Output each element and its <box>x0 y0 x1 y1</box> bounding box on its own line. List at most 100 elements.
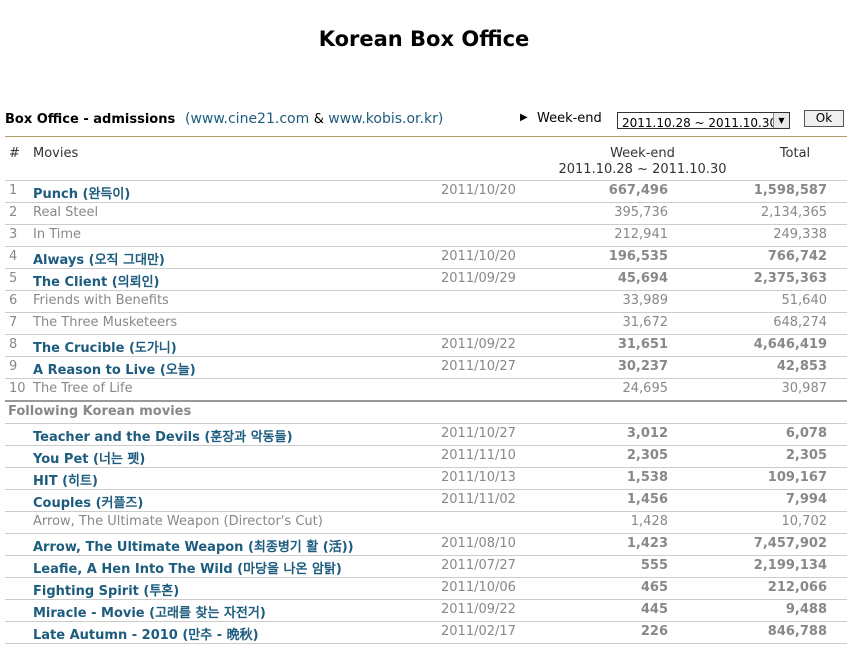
weekend-admissions: 226 <box>640 624 668 639</box>
table-row: Fighting Spirit (투혼) 2011/10/06 465 212,066 <box>5 577 847 600</box>
kobis-link[interactable]: www.kobis.or.kr <box>328 111 438 127</box>
movie-title[interactable]: Arrow, The Ultimate Weapon (최종병기 활 (活)) <box>33 540 354 555</box>
total-admissions: 7,457,902 <box>753 536 827 551</box>
movie-title[interactable]: A Reason to Live (오늘) <box>33 363 196 378</box>
total-admissions: 2,375,363 <box>753 271 827 286</box>
col-weekend: Week-end <box>610 146 675 161</box>
release-date: 2011/10/06 <box>441 580 516 595</box>
total-admissions: 51,640 <box>781 293 828 308</box>
weekend-admissions: 24,695 <box>622 381 669 396</box>
table-row: Couples (커플즈) 2011/11/02 1,456 7,994 <box>5 489 847 512</box>
movie-title[interactable]: Couples (커플즈) <box>33 496 144 511</box>
total-admissions: 7,994 <box>785 492 827 507</box>
weekend-admissions: 445 <box>640 602 668 617</box>
table-row: HIT (히트) 2011/10/13 1,538 109,167 <box>5 467 847 490</box>
release-date: 2011/11/10 <box>441 448 516 463</box>
ok-button[interactable]: Ok <box>804 110 844 127</box>
weekend-admissions: 2,305 <box>626 448 668 463</box>
table-header: # Movies Week-end 2011.10.28 ~ 2011.10.3… <box>0 145 862 181</box>
table-row: Miracle - Movie (고래를 찾는 자전거) 2011/09/22 44… <box>5 599 847 622</box>
following-header: Following Korean movies <box>5 401 847 424</box>
page-title: Korean Box Office <box>318 27 530 51</box>
total-admissions: 4,646,419 <box>753 337 827 352</box>
movie-title[interactable]: You Pet (너는 펫) <box>33 452 146 467</box>
movie-title[interactable]: HIT (히트) <box>33 474 98 489</box>
source-links: (www.cine21.com & www.kobis.or.kr) <box>185 111 443 127</box>
total-admissions: 109,167 <box>767 470 827 485</box>
table-row: 6 Friends with Benefits 33,989 51,640 <box>5 290 847 313</box>
weekend-admissions: 3,012 <box>626 426 668 441</box>
col-num: # <box>9 146 20 161</box>
movie-title[interactable]: Punch (완득이) <box>33 187 131 202</box>
weekend-admissions: 31,672 <box>622 315 669 330</box>
movie-title[interactable]: Teacher and the Devils (훈장과 악동들) <box>33 430 293 445</box>
release-date: 2011/10/27 <box>441 426 516 441</box>
weekend-admissions: 395,736 <box>614 205 668 220</box>
table-row: 9 A Reason to Live (오늘) 2011/10/27 30,237 42… <box>5 356 847 379</box>
table-row: Leafie, A Hen Into The Wild (마당을 나온 암탉) 2… <box>5 555 847 578</box>
total-admissions: 249,338 <box>773 227 827 242</box>
table-row: Teacher and the Devils (훈장과 악동들) 2011/10/… <box>5 423 847 446</box>
movie-title[interactable]: Always (오직 그대만) <box>33 253 165 268</box>
total-admissions: 10,702 <box>781 514 828 529</box>
table-row: 10 The Tree of Life 24,695 30,987 <box>5 378 847 401</box>
release-date: 2011/10/20 <box>441 183 516 198</box>
table-row: Arrow, The Ultimate Weapon (Director's C… <box>5 511 847 534</box>
table-row: Arrow, The Ultimate Weapon (최종병기 활 (活)) 2… <box>5 533 847 556</box>
total-admissions: 9,488 <box>785 602 827 617</box>
movie-title[interactable]: Fighting Spirit (투혼) <box>33 584 180 599</box>
triangle-right-icon: ▶ <box>520 112 528 123</box>
movie-title[interactable]: Leafie, A Hen Into The Wild (마당을 나온 암탉) <box>33 562 342 577</box>
release-date: 2011/09/22 <box>441 337 516 352</box>
paren-open: ( <box>185 111 191 127</box>
movie-title[interactable]: The Crucible (도가니) <box>33 341 177 356</box>
release-date: 2011/10/27 <box>441 359 516 374</box>
total-admissions: 6,078 <box>785 426 827 441</box>
table-row: You Pet (너는 펫) 2011/11/10 2,305 2,305 <box>5 445 847 468</box>
weekend-admissions: 196,535 <box>608 249 668 264</box>
movie-title: Real Steel <box>33 205 99 220</box>
movie-title: Arrow, The Ultimate Weapon (Director's C… <box>33 514 323 529</box>
rank-cell: 4 <box>9 249 18 264</box>
total-admissions: 42,853 <box>776 359 827 374</box>
release-date: 2011/10/13 <box>441 470 516 485</box>
rank-cell: 8 <box>9 337 18 352</box>
total-admissions: 212,066 <box>767 580 827 595</box>
table-row: 1 Punch (완득이) 2011/10/20 667,496 1,598,587 <box>5 180 847 203</box>
movie-title: The Three Musketeers <box>33 315 178 330</box>
rank-cell: 9 <box>9 359 18 374</box>
rank-cell: 10 <box>9 381 26 396</box>
period-select[interactable]: 2011.10.28 ~ 2011.10.30 ▼ <box>617 112 790 129</box>
weekend-admissions: 33,989 <box>622 293 669 308</box>
movie-title[interactable]: The Client (의뢰인) <box>33 275 160 290</box>
weekend-admissions: 1,538 <box>626 470 668 485</box>
table-row: 3 In Time 212,941 249,338 <box>5 224 847 247</box>
rank-cell: 6 <box>9 293 18 308</box>
release-date: 2011/09/22 <box>441 602 516 617</box>
table-row: 8 The Crucible (도가니) 2011/09/22 31,651 4,646… <box>5 334 847 357</box>
period-select-value: 2011.10.28 ~ 2011.10.30 <box>622 116 778 129</box>
release-date: 2011/09/29 <box>441 271 516 286</box>
table-row: 7 The Three Musketeers 31,672 648,274 <box>5 312 847 335</box>
ampersand: & <box>313 112 324 127</box>
header-rule <box>5 136 847 137</box>
table-row: 2 Real Steel 395,736 2,134,365 <box>5 202 847 225</box>
rank-cell: 7 <box>9 315 18 330</box>
rank-cell: 1 <box>9 183 18 198</box>
col-weekend-range: 2011.10.28 ~ 2011.10.30 <box>558 162 727 177</box>
table-row: Late Autumn - 2010 (만추 - 晩秋) 2011/02/17 22… <box>5 621 847 644</box>
table-row: 4 Always (오직 그대만) 2011/10/20 196,535 766,742 <box>5 246 847 269</box>
cine21-link[interactable]: www.cine21.com <box>190 111 310 127</box>
weekend-admissions: 212,941 <box>614 227 668 242</box>
paren-close: ) <box>437 111 444 127</box>
movie-title[interactable]: Miracle - Movie (고래를 찾는 자전거) <box>33 606 266 621</box>
weekend-admissions: 465 <box>640 580 668 595</box>
chevron-down-icon[interactable]: ▼ <box>773 113 789 128</box>
movie-title: In Time <box>33 227 82 242</box>
total-admissions: 2,305 <box>785 448 827 463</box>
total-admissions: 766,742 <box>767 249 827 264</box>
col-movies: Movies <box>33 146 79 161</box>
section-label: Box Office - admissions <box>5 112 176 127</box>
total-admissions: 30,987 <box>781 381 828 396</box>
movie-title[interactable]: Late Autumn - 2010 (만추 - 晩秋) <box>33 628 259 643</box>
